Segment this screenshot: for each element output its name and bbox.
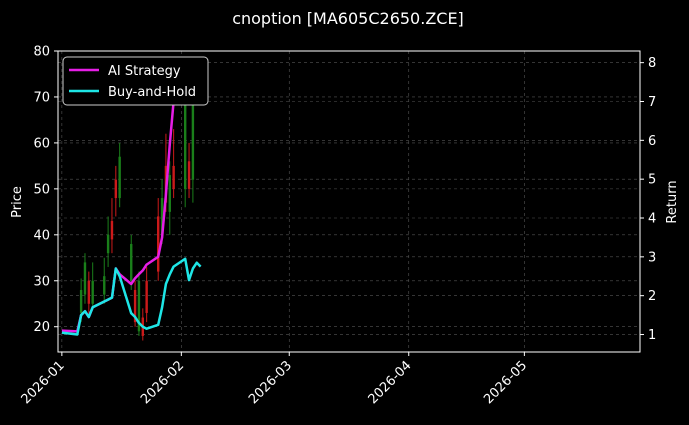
candle-body <box>160 198 164 235</box>
y-tick-label: 60 <box>33 136 50 151</box>
series-line-buy-and-hold <box>61 257 202 336</box>
y2-axis-label: Return <box>665 180 680 223</box>
legend: AI Strategy Buy-and-Hold <box>62 56 209 106</box>
candle-body <box>83 262 87 295</box>
plot-frame <box>57 50 641 353</box>
y2-tick-label: 6 <box>648 134 656 149</box>
y2-tick-label: 8 <box>648 56 656 71</box>
legend-box <box>62 56 209 106</box>
legend-label-ai-strategy: AI Strategy <box>108 64 181 79</box>
candle-body <box>183 73 187 189</box>
candle-body <box>168 175 171 212</box>
y-tick-label: 20 <box>33 320 50 335</box>
candle-body <box>187 161 191 189</box>
line-layer <box>61 66 202 336</box>
y2-tick-label: 1 <box>648 328 656 343</box>
y2-tick-label: 4 <box>648 212 656 227</box>
candle-body <box>172 165 175 189</box>
candle-body <box>133 289 137 323</box>
legend-label-buy-and-hold: Buy-and-Hold <box>108 85 196 100</box>
y-tick-label: 40 <box>33 228 50 243</box>
candle-body <box>137 280 141 332</box>
y-axis-label: Price <box>10 186 25 218</box>
candle-body <box>106 234 110 254</box>
candle-body <box>145 280 148 313</box>
y2-tick-label: 7 <box>648 95 656 110</box>
y-tick-label: 70 <box>33 90 50 105</box>
y-tick-label: 50 <box>33 182 50 197</box>
candle-body <box>130 244 133 281</box>
candle-body <box>91 280 94 304</box>
chart-title: cnoption [MA605C2650.ZCE] <box>232 9 464 28</box>
y2-tick-label: 3 <box>648 250 656 265</box>
candle-body <box>79 289 83 313</box>
y-tick-label: 80 <box>33 45 50 60</box>
candle-body <box>114 179 118 199</box>
y2-tick-label: 5 <box>648 173 656 188</box>
candle-body <box>87 280 91 304</box>
candle-body <box>118 156 121 199</box>
y-tick-label: 30 <box>33 274 50 289</box>
candle-body <box>103 276 106 295</box>
y2-tick-label: 2 <box>648 289 656 304</box>
candle-body <box>157 216 160 272</box>
candle-body <box>110 221 114 240</box>
candle-body <box>191 96 195 180</box>
